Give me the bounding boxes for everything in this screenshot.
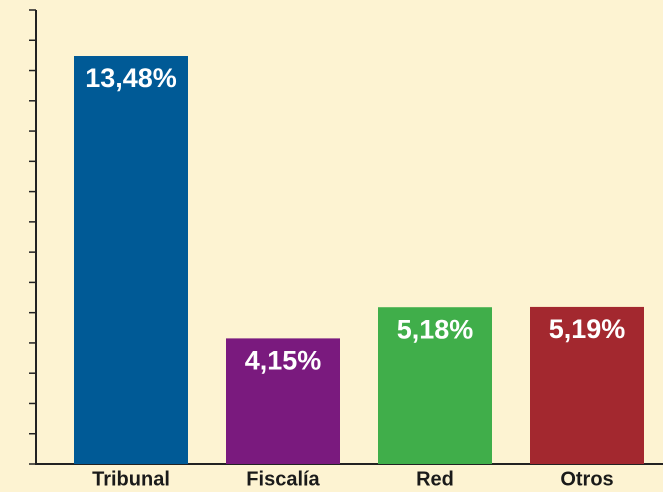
x-tick-label: Fiscalía — [246, 468, 320, 490]
value-label: 13,48% — [85, 63, 177, 93]
bar — [530, 306, 644, 464]
bar — [226, 338, 340, 464]
x-tick-label: Tribunal — [92, 468, 170, 490]
value-label: 5,18% — [397, 314, 474, 344]
x-tick-label: Red — [416, 468, 454, 490]
value-label: 4,15% — [245, 346, 322, 376]
bar — [378, 307, 492, 464]
value-label: 5,19% — [549, 314, 626, 344]
bar — [74, 56, 188, 464]
x-tick-label: Otros — [560, 468, 613, 490]
